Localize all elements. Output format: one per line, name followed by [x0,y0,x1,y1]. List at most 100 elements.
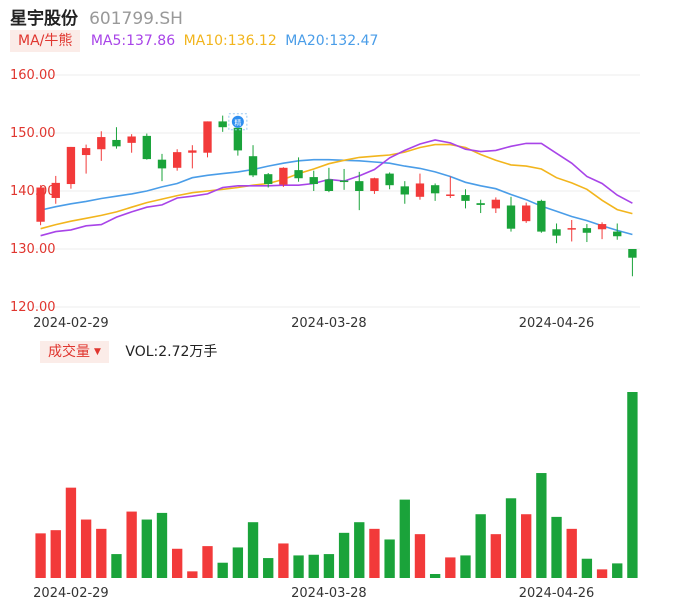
volume-bar[interactable] [202,546,213,578]
candle-body[interactable] [188,150,197,153]
volume-bar[interactable] [323,554,335,578]
candle-body[interactable] [415,183,425,197]
volume-bar[interactable] [156,512,168,578]
volume-bar[interactable] [566,528,577,578]
volume-bar[interactable] [490,534,502,578]
candle-body[interactable] [142,135,151,160]
volume-bar[interactable] [536,473,547,578]
candle-body[interactable] [461,195,470,201]
volume-bar[interactable] [445,557,456,578]
candle-body[interactable] [476,203,485,205]
ma20-value: MA20:132.47 [285,33,379,49]
candle-body[interactable] [97,137,106,150]
volume-bar[interactable] [217,562,228,578]
y-tick-label: 150.00 [10,126,56,141]
candle-body[interactable] [552,229,561,236]
candle-body[interactable] [400,186,409,195]
candle-body[interactable] [66,146,76,185]
candle-body[interactable] [370,178,379,191]
volume-bar[interactable] [399,499,410,578]
candle-body[interactable] [324,179,334,191]
candle-body[interactable] [81,148,91,156]
candle-body[interactable] [279,167,288,185]
marker-frame [228,113,248,131]
volume-toggle-label: 成交量 [48,344,90,360]
candle-body[interactable] [522,205,531,222]
volume-bar[interactable] [384,539,395,578]
volume-bar[interactable] [521,514,532,578]
volume-bar[interactable] [293,555,304,578]
volume-bar[interactable] [141,519,152,578]
volume-bar[interactable] [126,511,137,578]
stock-code: 601799.SH [89,9,183,29]
volume-bar[interactable] [338,532,350,578]
candle-body[interactable] [385,173,394,186]
volume-bar[interactable] [80,519,92,578]
volume-toggle-button[interactable]: 成交量 ▼ [40,341,109,363]
volume-bar[interactable] [35,533,46,578]
volume-bar[interactable] [65,487,77,578]
y-tick-label: 140.00 [10,184,56,199]
volume-bar[interactable] [96,528,107,578]
x-tick-label: 2024-03-28 [291,316,367,331]
volume-bar[interactable] [232,547,244,578]
caret-down-icon: ▼ [94,347,101,357]
candle-body[interactable] [203,121,212,153]
candle-body[interactable] [309,177,318,185]
candle-body[interactable] [506,205,516,229]
candle-body[interactable] [537,200,546,232]
volume-bar[interactable] [369,528,380,578]
candle-body[interactable] [264,174,273,185]
volume-bar[interactable] [278,543,289,578]
volume-bar[interactable] [354,522,365,578]
ma10-value: MA10:136.12 [183,33,277,49]
marker-badge-icon[interactable] [231,115,244,128]
candle-body[interactable] [218,121,227,128]
candle-body[interactable] [567,228,576,230]
candle-body[interactable] [172,152,182,168]
volume-bar[interactable] [581,558,593,578]
candle-body[interactable] [613,231,622,237]
candle-body[interactable] [233,127,243,151]
volume-bar[interactable] [187,571,198,578]
volume-bar[interactable] [111,554,122,578]
volume-bar[interactable] [551,516,562,578]
candle-body[interactable] [628,249,637,258]
volume-bar[interactable] [429,574,441,578]
stock-name: 星宇股份 [10,9,78,29]
volume-bar[interactable] [596,569,608,578]
volume-bar[interactable] [414,534,426,578]
candle-body[interactable] [51,182,60,198]
candle-body[interactable] [446,194,455,196]
volume-x-tick-label: 2024-02-29 [33,586,109,601]
volume-bar[interactable] [460,555,471,578]
candle-body[interactable] [112,139,121,147]
volume-bar[interactable] [263,558,274,578]
volume-bar[interactable] [475,514,486,578]
volume-bar[interactable] [505,498,517,578]
candle-body[interactable] [491,199,501,209]
volume-value: VOL:2.72万手 [125,344,218,360]
candle-body[interactable] [355,181,364,191]
candle-body[interactable] [248,156,258,176]
volume-bar[interactable] [247,522,259,578]
volume-bar[interactable] [627,392,638,578]
volume-x-tick-label: 2024-04-26 [519,586,595,601]
volume-bar[interactable] [612,563,623,578]
candle-body[interactable] [582,228,592,233]
ma-toggle-button[interactable]: MA/牛熊 [10,30,81,52]
candle-body[interactable] [127,136,136,143]
volume-bar[interactable] [171,548,183,578]
marker-label: 精 [234,118,241,127]
volume-bar[interactable] [308,554,319,578]
x-tick-label: 2024-02-29 [33,316,109,331]
candle-body[interactable] [339,180,349,183]
ma5-line [40,139,633,237]
candle-body[interactable] [36,187,45,222]
candle-body[interactable] [597,224,607,230]
volume-bar[interactable] [50,530,61,578]
candle-body[interactable] [157,159,167,169]
candle-body[interactable] [294,170,303,179]
x-tick-label: 2024-04-26 [519,316,595,331]
candle-body[interactable] [430,185,440,194]
